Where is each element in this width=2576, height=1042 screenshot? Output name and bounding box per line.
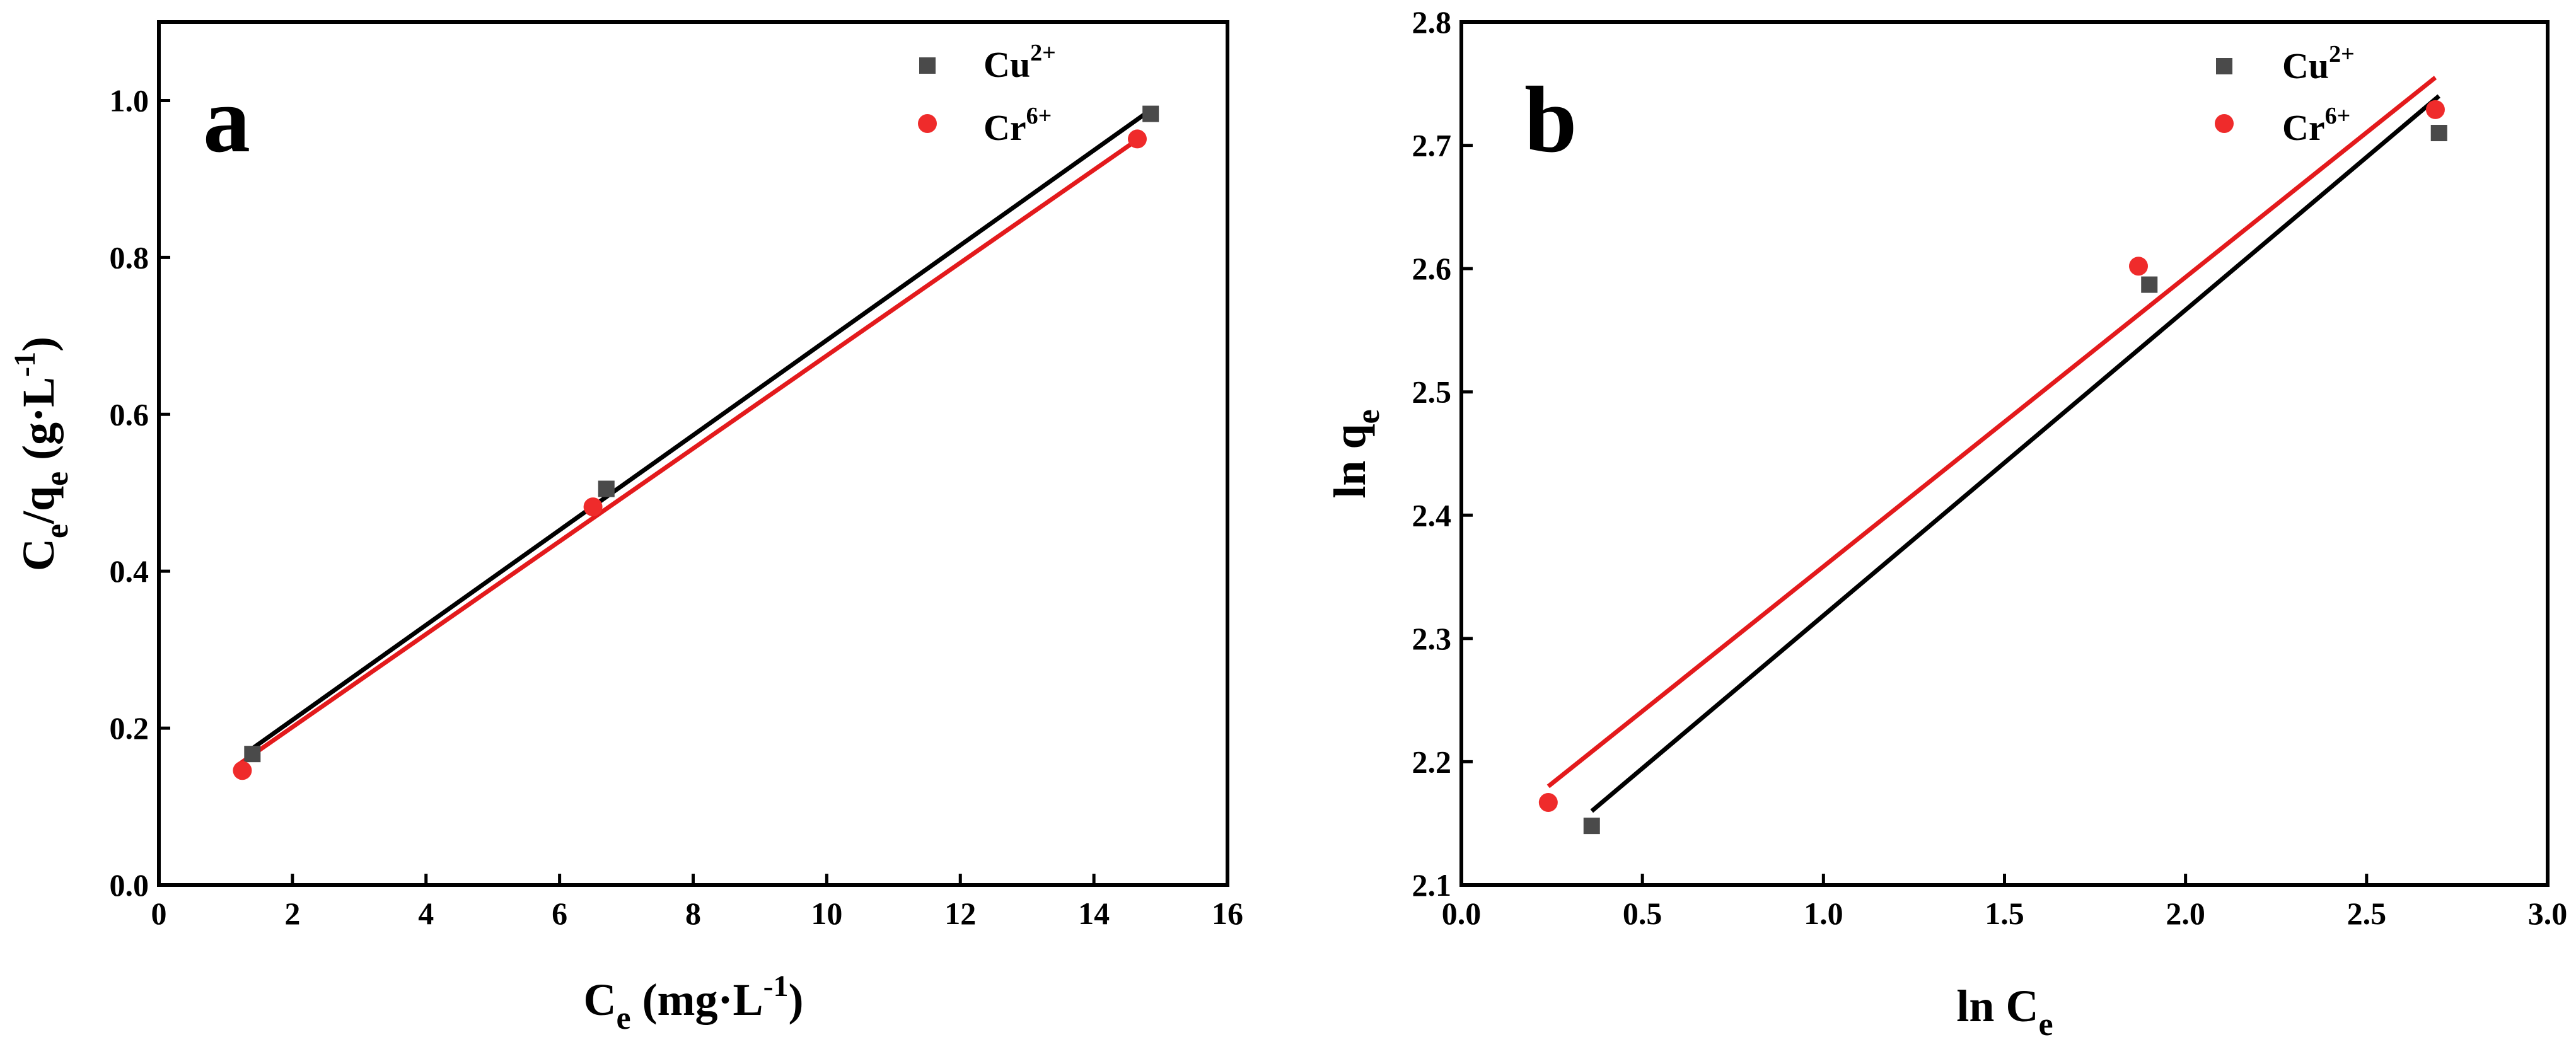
y-tick-label: 2.5 bbox=[1412, 374, 1452, 410]
x-axis-title-a: Ce (mg·L-1) bbox=[583, 970, 803, 1036]
point-cu-2 bbox=[2430, 125, 2447, 142]
plot-frame-a bbox=[157, 20, 1229, 887]
x-tick-label: 8 bbox=[685, 896, 701, 931]
x-tick-label: 2.0 bbox=[2166, 896, 2205, 931]
point-cu-1 bbox=[598, 480, 615, 497]
legend-marker-cr bbox=[2215, 114, 2234, 133]
x-tick-label: 2.5 bbox=[2347, 896, 2387, 931]
point-cr-2 bbox=[1127, 129, 1147, 149]
point-cu-2 bbox=[1142, 105, 1159, 122]
y-tick-label: 0.6 bbox=[110, 397, 149, 432]
x-tick-label: 0.5 bbox=[1623, 896, 1662, 931]
y-tick-label: 1.0 bbox=[110, 83, 149, 118]
y-tick-label: 2.3 bbox=[1412, 621, 1452, 656]
fit-line-cu bbox=[1590, 94, 2440, 813]
panel-b: 0.0 0.5 1.0 1.5 2.0 2.5 3.0 2.1 2.2 2.3 2.4 2.5 2.6 2… bbox=[1325, 4, 2567, 1042]
y-tick-label: 2.6 bbox=[1412, 251, 1452, 286]
legend-label-cr: Cr6+ bbox=[2282, 103, 2350, 148]
x-tick-label: 2 bbox=[284, 896, 300, 931]
x-tick-label: 4 bbox=[418, 896, 434, 931]
x-axis-title-b: ln Ce bbox=[1956, 981, 2053, 1042]
x-tick-label: 16 bbox=[1212, 896, 1243, 931]
panel-label-b: b bbox=[1524, 67, 1577, 172]
panel-label-a: a bbox=[203, 67, 250, 172]
legend-label-cu: Cu2+ bbox=[983, 40, 1056, 85]
y-tick-label: 2.2 bbox=[1412, 744, 1452, 779]
plot-frame-b bbox=[1459, 20, 2550, 887]
y-tick-label: 0.8 bbox=[110, 240, 149, 275]
fit-line-cr bbox=[1546, 76, 2437, 789]
legend-label-cr: Cr6+ bbox=[983, 103, 1052, 148]
y-tick-label: 2.7 bbox=[1412, 128, 1452, 163]
fit-lines-a bbox=[238, 108, 1152, 767]
y-tick-label: 2.1 bbox=[1412, 867, 1452, 903]
x-tick-label: 1.0 bbox=[1804, 896, 1843, 931]
point-cr-0 bbox=[233, 761, 252, 780]
x-tick-label: 10 bbox=[811, 896, 842, 931]
ticks-b: 0.0 0.5 1.0 1.5 2.0 2.5 3.0 2.1 2.2 2.3 2.4 2.5 2.6 2… bbox=[1412, 4, 2568, 931]
markers-b bbox=[1538, 100, 2447, 835]
x-tick-label: 14 bbox=[1078, 896, 1110, 931]
legend-marker-cu bbox=[919, 57, 936, 74]
x-tick-label: 6 bbox=[552, 896, 567, 931]
x-tick-label: 0 bbox=[151, 896, 167, 931]
fit-line-cu bbox=[244, 108, 1152, 755]
point-cr-2 bbox=[2425, 100, 2445, 119]
legend-b: Cu2+ Cr6+ bbox=[2215, 41, 2355, 148]
legend-label-cu: Cu2+ bbox=[2282, 41, 2355, 86]
point-cu-0 bbox=[244, 746, 261, 763]
y-tick-label: 0.2 bbox=[110, 710, 149, 746]
y-tick-label: 0.4 bbox=[110, 553, 149, 589]
legend-a: Cu2+ Cr6+ bbox=[918, 40, 1056, 148]
point-cr-1 bbox=[2129, 257, 2149, 276]
markers-a bbox=[233, 105, 1159, 780]
ticks-a: 0 2 4 6 8 10 12 14 16 0.0 0.2 0.4 0.6 0.8 1.0 bbox=[110, 83, 1244, 931]
y-axis-title-a: Ce/qe (g·L-1) bbox=[8, 337, 75, 571]
point-cu-1 bbox=[2141, 276, 2158, 293]
legend-marker-cr bbox=[918, 114, 937, 133]
fit-lines-b bbox=[1546, 76, 2440, 813]
x-tick-label: 0.0 bbox=[1442, 896, 1482, 931]
x-tick-label: 1.5 bbox=[1985, 896, 2024, 931]
y-axis-title-b: ln qe bbox=[1325, 409, 1386, 498]
y-tick-label: 2.4 bbox=[1412, 497, 1452, 533]
y-tick-label: 2.8 bbox=[1412, 4, 1452, 40]
x-tick-label: 12 bbox=[944, 896, 976, 931]
fit-line-cr bbox=[238, 136, 1142, 767]
y-tick-label: 0.0 bbox=[110, 867, 149, 903]
panel-a: 0 2 4 6 8 10 12 14 16 0.0 0.2 0.4 0.6 0.8 1.0 Cu2+ Cr6… bbox=[8, 20, 1244, 1036]
point-cu-0 bbox=[1583, 818, 1600, 835]
point-cr-1 bbox=[583, 497, 603, 517]
point-cr-0 bbox=[1538, 792, 1558, 812]
x-tick-label: 3.0 bbox=[2528, 896, 2568, 931]
legend-marker-cu bbox=[2216, 58, 2232, 74]
